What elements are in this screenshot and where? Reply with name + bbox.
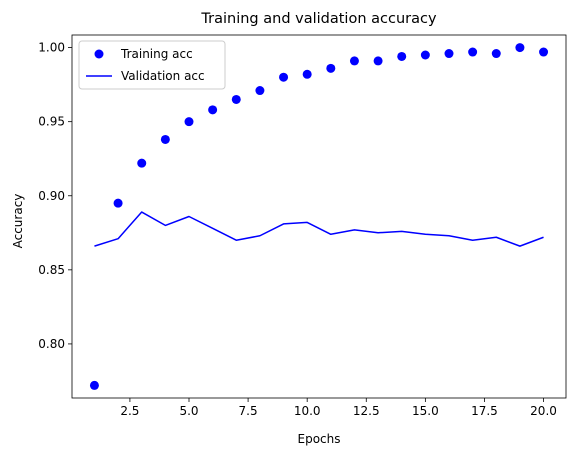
data-point-training-acc <box>302 69 312 79</box>
data-point-training-acc <box>468 47 478 57</box>
data-point-training-acc <box>113 198 123 208</box>
data-point-training-acc <box>444 49 454 59</box>
data-point-training-acc <box>326 63 336 73</box>
x-tick-label: 12.5 <box>353 404 380 418</box>
x-tick-label: 17.5 <box>471 404 498 418</box>
data-point-training-acc <box>515 43 525 53</box>
chart-title: Training and validation accuracy <box>200 11 437 27</box>
x-tick-label: 20.0 <box>530 404 557 418</box>
y-tick-label: 0.85 <box>38 263 65 277</box>
data-point-training-acc <box>255 86 265 96</box>
data-point-training-acc <box>137 158 147 168</box>
x-tick-label: 7.5 <box>239 404 258 418</box>
data-point-training-acc <box>279 72 289 82</box>
legend-label: Validation acc <box>121 69 205 83</box>
y-axis-label: Accuracy <box>11 194 25 249</box>
data-point-training-acc <box>491 49 501 59</box>
legend-box <box>78 40 226 90</box>
x-axis-label: Epochs <box>298 432 341 446</box>
data-point-training-acc <box>349 56 359 66</box>
x-tick-label: 5.0 <box>179 404 198 418</box>
legend-label: Training acc <box>120 47 193 61</box>
x-tick-label: 10.0 <box>294 404 321 418</box>
data-point-training-acc <box>397 51 407 61</box>
legend-marker-training-acc <box>94 49 104 59</box>
data-point-training-acc <box>373 56 383 66</box>
data-point-training-acc <box>420 50 430 60</box>
data-point-training-acc <box>184 117 194 127</box>
y-tick-label: 0.90 <box>38 189 65 203</box>
data-point-training-acc <box>539 47 549 57</box>
x-tick-label: 15.0 <box>412 404 439 418</box>
data-point-training-acc <box>231 94 241 104</box>
data-point-training-acc <box>160 134 170 144</box>
series-line-validation-acc <box>94 211 544 247</box>
y-tick-label: 1.00 <box>38 41 65 55</box>
axes-frame <box>71 34 567 399</box>
plot-area: 2.5 5.0 7.5 10.0 12.5 15.0 17.5 20.0 0.80 0.85 0.9… <box>38 34 567 418</box>
x-tick-label: 2.5 <box>120 404 139 418</box>
y-tick-label: 0.95 <box>38 115 65 129</box>
data-point-training-acc <box>208 105 218 115</box>
data-point-training-acc <box>89 380 99 390</box>
y-tick-label: 0.80 <box>38 337 65 351</box>
